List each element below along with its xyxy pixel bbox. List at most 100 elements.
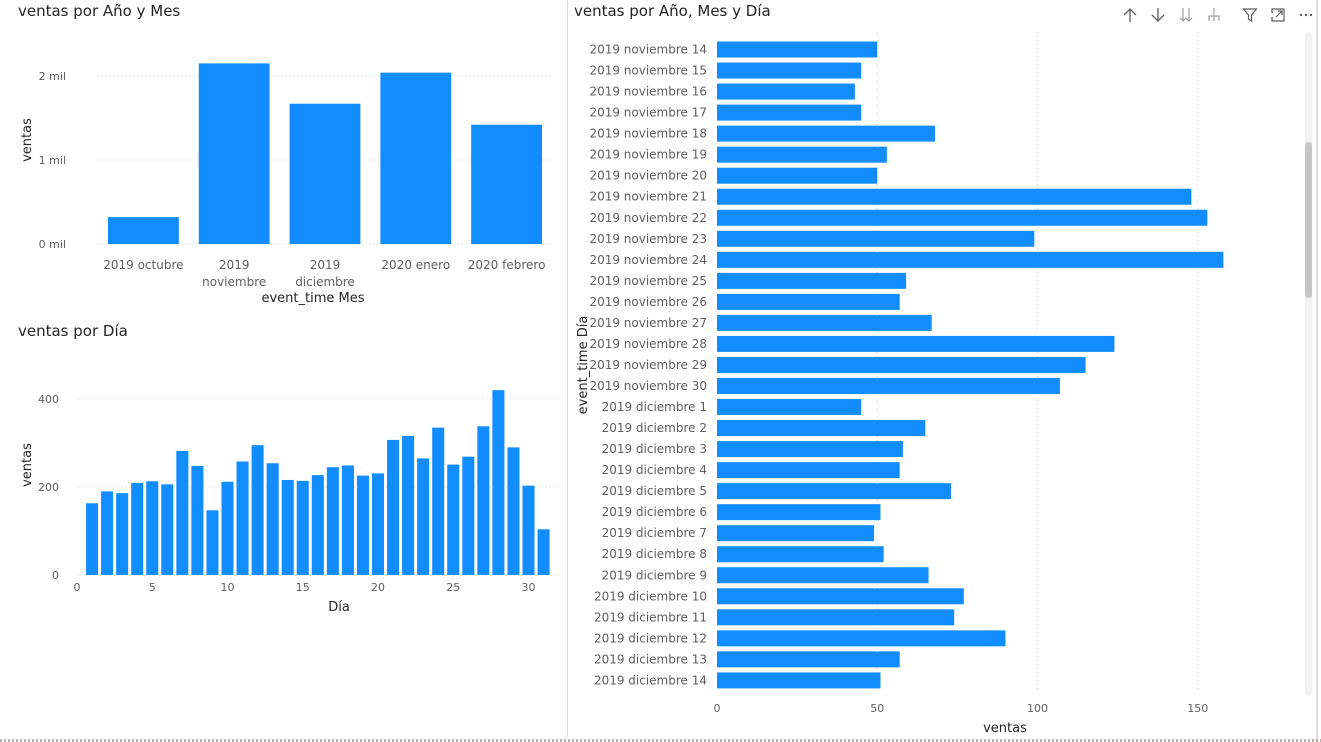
bar — [311, 475, 324, 575]
y-tick-label: 2019 diciembre 14 — [594, 673, 707, 687]
more-options-icon[interactable] — [1295, 5, 1317, 25]
bar — [462, 456, 475, 575]
bar — [717, 251, 1224, 268]
y-tick-label: 2019 noviembre 16 — [589, 85, 707, 99]
bar — [717, 335, 1115, 352]
y-tick-label: 2019 diciembre 2 — [602, 421, 707, 435]
bar — [387, 439, 400, 575]
chart1-plot: 0 mil 1 mil 2 mil 2019 octubre 2019 noviembre… — [20, 63, 552, 306]
bar — [101, 491, 114, 575]
y-tick-label: 2019 noviembre 28 — [589, 337, 707, 351]
bar — [717, 420, 926, 437]
chart-ventas-por-dia[interactable]: ventas por Día 0 200 400 0 5 10 15 20 25 30 Día ven… — [0, 316, 566, 736]
bar — [507, 447, 520, 575]
y-tick-label: 1 mil — [39, 154, 66, 167]
bar — [191, 465, 204, 575]
double-arrow-down-icon[interactable] — [1175, 5, 1197, 25]
bar — [402, 435, 415, 575]
x-tick-label: 30 — [522, 581, 536, 594]
bar — [161, 484, 174, 575]
x-tick-label: 150 — [1187, 702, 1208, 715]
y-tick-label: 0 mil — [39, 238, 66, 251]
canvas-bottom-edge — [0, 739, 1321, 742]
bar — [86, 503, 99, 575]
bar — [717, 272, 907, 289]
bar — [717, 146, 887, 163]
arrow-up-icon[interactable] — [1119, 5, 1141, 25]
x-tick-label: 15 — [296, 581, 310, 594]
bar — [717, 609, 955, 626]
y-tick-label: 2019 diciembre 12 — [594, 631, 707, 645]
y-axis-title: event_time Día — [576, 316, 591, 415]
x-tick-label: noviembre — [202, 275, 266, 289]
bar — [289, 103, 361, 244]
chart-ventas-por-anio-mes-dia[interactable]: ventas por Año, Mes y Día 0 50 100 150 2019 … — [569, 0, 1315, 738]
vertical-scrollbar-thumb[interactable] — [1305, 142, 1312, 298]
y-tick-label: 2019 diciembre 1 — [602, 400, 707, 414]
chart-ventas-por-anio-mes[interactable]: ventas por Año y Mes 0 mil 1 mil 2 mil 2019… — [0, 0, 566, 316]
y-tick-label: 2019 diciembre 7 — [602, 526, 707, 540]
y-tick-label: 2019 diciembre 11 — [594, 610, 707, 624]
bar — [717, 209, 1208, 226]
y-tick-label: 400 — [38, 393, 59, 406]
x-tick-label: diciembre — [295, 275, 355, 289]
bar — [281, 479, 294, 575]
bar — [717, 125, 935, 142]
bar — [356, 475, 369, 575]
y-tick-label: 2019 noviembre 24 — [589, 253, 707, 267]
bar — [717, 504, 881, 521]
chart-title: ventas por Año, Mes y Día — [574, 2, 771, 20]
y-tick-label: 2019 diciembre 3 — [602, 442, 707, 456]
bar — [717, 41, 878, 58]
canvas-edge — [1316, 0, 1318, 742]
bar — [717, 567, 929, 584]
bar — [717, 651, 900, 668]
bar — [717, 230, 1035, 247]
y-tick-label: 2019 diciembre 8 — [602, 547, 707, 561]
y-tick-label: 2019 noviembre 27 — [589, 316, 707, 330]
bar — [206, 510, 219, 575]
expand-hierarchy-icon[interactable] — [1203, 5, 1225, 25]
x-tick-label: 2019 — [310, 258, 341, 272]
bar — [198, 63, 270, 245]
bar — [107, 217, 179, 244]
bar — [296, 480, 309, 575]
y-tick-label: 2 mil — [39, 70, 66, 83]
arrow-down-icon[interactable] — [1147, 5, 1169, 25]
bar — [522, 485, 535, 575]
x-tick-label: 0 — [714, 702, 721, 715]
bar — [326, 467, 339, 575]
bar — [146, 481, 159, 575]
bar — [717, 188, 1192, 205]
vertical-scrollbar-track[interactable] — [1305, 32, 1312, 696]
bar — [717, 83, 855, 100]
x-tick-label: 2020 enero — [381, 258, 450, 272]
x-tick-label: 5 — [149, 581, 156, 594]
y-tick-label: 2019 diciembre 13 — [594, 652, 707, 666]
filter-icon[interactable] — [1239, 5, 1261, 25]
bar — [251, 445, 264, 575]
chart2-plot: 0 200 400 0 5 10 15 20 25 30 Día ventas — [20, 390, 560, 615]
bar — [341, 465, 354, 575]
y-tick-label: 2019 noviembre 30 — [589, 379, 707, 393]
y-tick-label: 2019 diciembre 10 — [594, 589, 707, 603]
bar — [717, 441, 903, 458]
y-tick-label: 2019 diciembre 4 — [602, 463, 707, 477]
y-axis-title: ventas — [20, 118, 35, 162]
y-tick-label: 2019 diciembre 6 — [602, 505, 707, 519]
x-axis-title: ventas — [983, 721, 1027, 736]
focus-mode-icon[interactable] — [1267, 5, 1289, 25]
bar — [717, 588, 964, 605]
chart3-plot: 0 50 100 150 2019 noviembre 14 2019 noviembre… — [576, 32, 1224, 736]
bar — [266, 463, 279, 575]
bar — [717, 399, 862, 416]
bar — [717, 314, 932, 331]
x-tick-label: 25 — [446, 581, 460, 594]
bar — [417, 458, 430, 575]
bar — [717, 672, 881, 689]
bar — [477, 426, 490, 575]
bar — [537, 529, 550, 575]
x-tick-label: 100 — [1027, 702, 1048, 715]
bar — [131, 483, 144, 575]
y-tick-label: 2019 noviembre 23 — [589, 232, 707, 246]
